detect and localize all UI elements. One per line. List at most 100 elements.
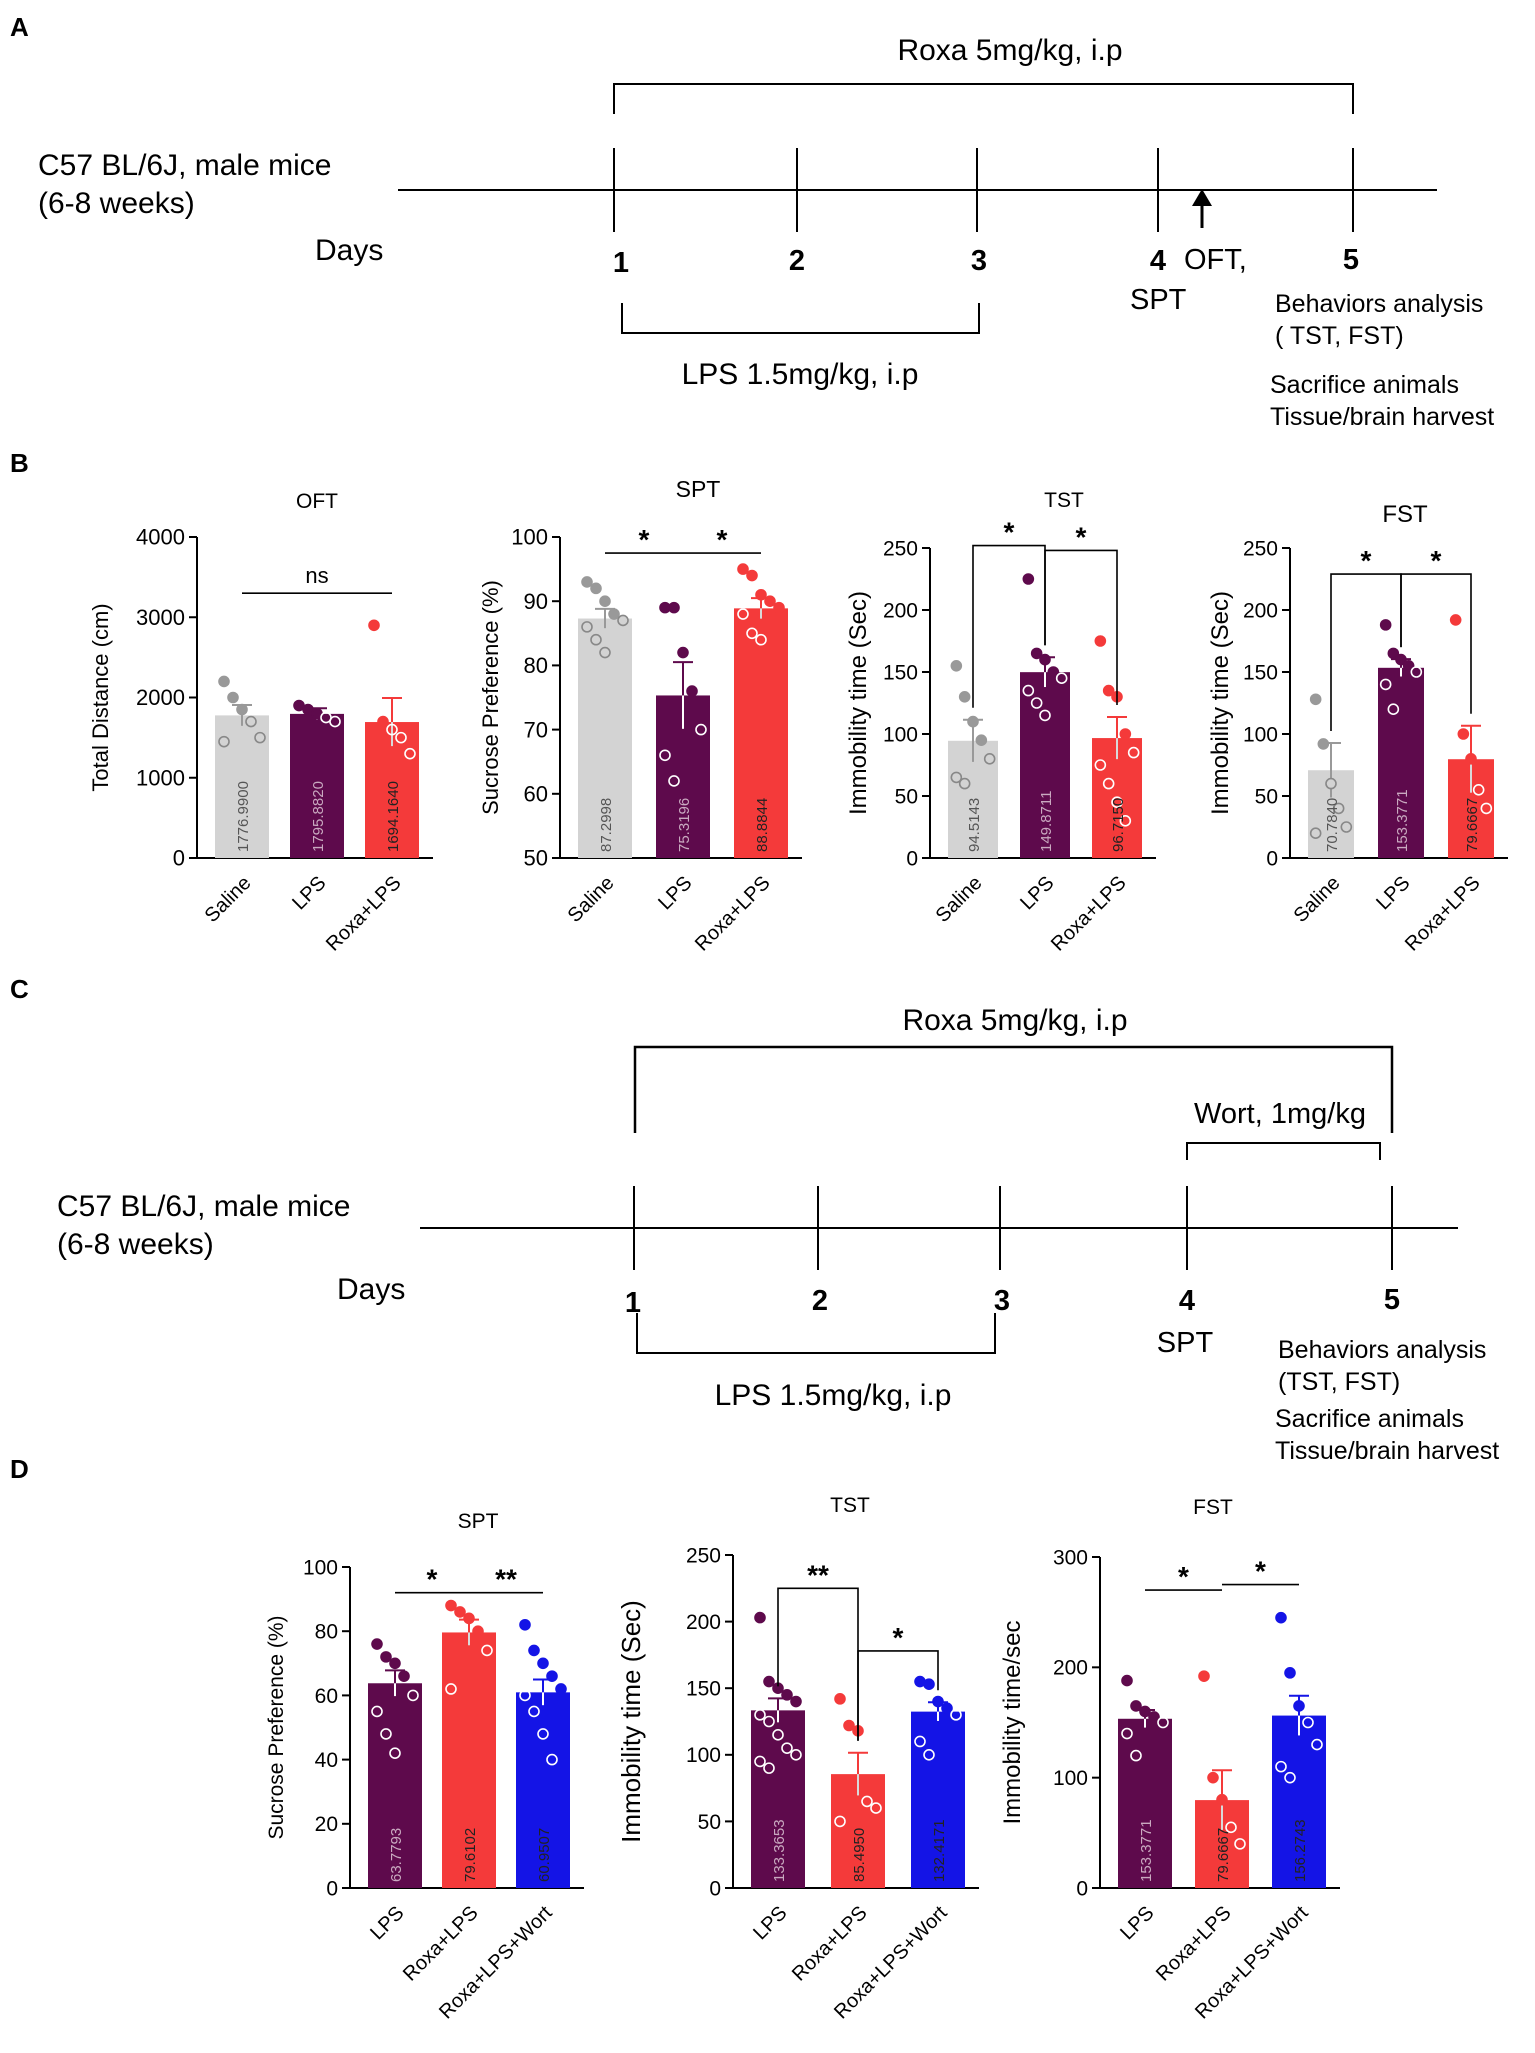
panel-c: C Roxa 5mg/kg, i.p Wort, 1mg/kg C57 BL/6… (10, 974, 1499, 1465)
chart-spt-d: SPT Sucrose Preference (%) 0 20 40 60 80 100 63.… (265, 1510, 584, 2023)
data-point (1387, 703, 1400, 716)
bar-value-label: 1694.1640 (385, 781, 402, 852)
y-tick-label: 0 (173, 846, 185, 871)
data-point (519, 1689, 531, 1702)
data-point (368, 619, 380, 632)
bar-roxa-lps-wort (1272, 1715, 1326, 1888)
data-point (546, 1753, 558, 1766)
y-tick-label: 250 (686, 1544, 721, 1567)
behaviors-label: Behaviors analysis (1275, 290, 1483, 318)
y-tick-label: 100 (303, 1556, 338, 1579)
y-tick-label: 80 (524, 653, 548, 678)
data-point (1379, 619, 1392, 631)
data-point (389, 1657, 401, 1670)
data-point (914, 1735, 926, 1748)
y-axis-label: Immobility time (Sec) (845, 591, 872, 815)
data-point (1130, 1700, 1142, 1712)
bar-value-label: 88.8844 (754, 798, 771, 852)
bar-value-label: 79.6667 (1464, 798, 1481, 852)
data-point (1309, 693, 1322, 706)
day-4-label: 4 (1150, 245, 1166, 277)
y-tick-label: 90 (524, 589, 548, 614)
data-point (1387, 647, 1400, 660)
data-point (958, 690, 971, 703)
y-tick-label: 1000 (136, 765, 185, 790)
data-point (1121, 1727, 1133, 1740)
day-1-label: 1 (613, 247, 629, 279)
data-point (1198, 1670, 1210, 1682)
mouse-strain-label: C57 BL/6J, male mice (38, 149, 331, 182)
data-point (463, 1612, 475, 1625)
data-point (1472, 783, 1485, 796)
bar-lps (290, 713, 344, 858)
x-tick-label: LPS (1016, 872, 1058, 914)
panel-label-d: D (10, 1454, 29, 1484)
data-point (608, 608, 620, 620)
data-point (1410, 666, 1423, 678)
data-point (755, 588, 767, 601)
data-point (528, 1705, 540, 1718)
arrow-up-icon (1192, 189, 1212, 228)
spt-label-c: SPT (1157, 1327, 1214, 1359)
x-tick-label: LPS (654, 872, 696, 914)
y-axis-label: Immobility time (Sec) (616, 1600, 646, 1843)
data-point (1130, 1749, 1142, 1762)
data-point (1317, 738, 1330, 750)
data-point (755, 633, 767, 646)
bar-value-label: 63.7793 (388, 1828, 405, 1882)
bar-value-label: 70.7840 (1324, 798, 1341, 852)
day-3-label: 3 (971, 245, 987, 277)
data-point (1094, 759, 1107, 771)
y-tick-label: 200 (1243, 599, 1278, 622)
panel-b: B (10, 448, 29, 478)
chart-title: TST (1044, 489, 1084, 512)
y-tick-label: 100 (511, 525, 548, 550)
data-point (781, 1689, 793, 1701)
data-point (950, 771, 963, 784)
data-point (555, 1683, 567, 1695)
bar-value-label: 153.3771 (1394, 789, 1411, 852)
data-point (380, 1651, 392, 1663)
data-point (528, 1644, 540, 1657)
oft-label: OFT, (1184, 244, 1247, 276)
data-point (1022, 684, 1035, 697)
significance-label: ** (807, 1559, 829, 1590)
data-point (923, 1678, 935, 1691)
data-point (763, 1675, 775, 1688)
y-tick-label: 4000 (136, 525, 185, 550)
data-point (1449, 614, 1462, 626)
significance-label: * (427, 1564, 438, 1595)
days-label: Days (315, 234, 383, 267)
data-point (1039, 709, 1051, 722)
y-tick-label: 50 (1255, 785, 1278, 808)
significance-label: * (1431, 545, 1442, 576)
chart-title: SPT (458, 1510, 499, 1533)
bar-roxa-lps-wort (911, 1711, 965, 1888)
lps-dose-label: LPS 1.5mg/kg, i.p (682, 358, 919, 391)
chart-fst-b: FST Immobility time (Sec) 0 50 100 150 200 250 7… (1207, 501, 1508, 956)
spt-label: SPT (1130, 284, 1187, 316)
x-tick-label: Saline (201, 872, 256, 927)
significance-bracket (857, 1650, 939, 1741)
data-point (227, 691, 239, 704)
bar-value-label: 75.3196 (676, 798, 693, 852)
y-tick-label: 200 (686, 1611, 721, 1634)
data-point (395, 731, 407, 744)
y-tick-label: 250 (883, 537, 918, 560)
data-point (1111, 796, 1123, 809)
bar-lps (368, 1683, 422, 1888)
x-tick-label: Saline (564, 872, 619, 927)
bar-value-label: 85.4950 (851, 1828, 868, 1882)
x-tick-label: Roxa+LPS (691, 872, 775, 956)
data-point (1325, 777, 1337, 790)
chart-spt-b: SPT Sucrose Preference (%) 50 60 70 80 90 100 87… (478, 476, 802, 956)
data-point (659, 749, 671, 762)
y-tick-label: 0 (906, 847, 918, 870)
panel-label-c: C (10, 974, 29, 1004)
data-point (445, 1683, 457, 1695)
data-point (1402, 659, 1415, 672)
data-point (389, 1747, 401, 1759)
data-point (218, 675, 230, 688)
data-point (254, 731, 266, 744)
bar-lps (1378, 667, 1424, 858)
